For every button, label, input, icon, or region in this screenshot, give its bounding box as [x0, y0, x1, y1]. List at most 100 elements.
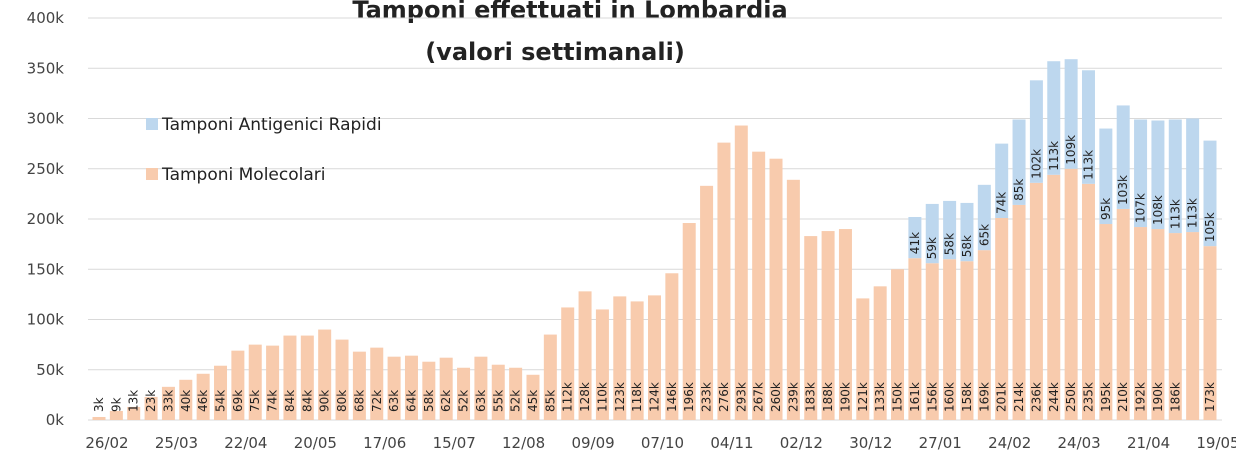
data-label: 210k [1116, 382, 1130, 412]
y-tick-label: 350k [27, 59, 65, 77]
bar-segment [943, 259, 957, 420]
data-label: 112k [561, 382, 575, 412]
bar-segment [266, 345, 280, 420]
x-tick-label: 19/05 [1196, 434, 1236, 452]
data-label: 95k [1099, 198, 1113, 220]
x-tick-label: 20/05 [294, 434, 337, 452]
bar-segment [821, 231, 835, 420]
bar-segment [318, 329, 332, 420]
bar-segment [109, 410, 123, 420]
data-label: 68k [352, 390, 366, 412]
x-tick-label: 09/09 [571, 434, 614, 452]
data-label: 235k [1081, 382, 1095, 412]
bar-segment [1203, 246, 1217, 420]
x-tick-label: 24/02 [988, 434, 1031, 452]
data-label: 80k [335, 390, 349, 412]
bar-segment [1134, 119, 1148, 228]
bar-segment [977, 184, 991, 251]
data-label: 276k [717, 382, 731, 412]
data-label: 41k [908, 232, 922, 254]
bar-segment [960, 261, 974, 420]
bar-segment [1203, 140, 1217, 247]
bar-segment [352, 351, 366, 420]
x-tick-label: 25/03 [155, 434, 198, 452]
bar-segment [404, 355, 418, 420]
data-label: 128k [578, 382, 592, 412]
data-label: 102k [1029, 149, 1043, 179]
x-tick-label: 02/12 [780, 434, 823, 452]
y-tick-label: 200k [27, 210, 65, 228]
data-label: 84k [300, 390, 314, 412]
bar-segment [1081, 70, 1095, 184]
data-label: 85k [543, 390, 557, 412]
bar-segment [1168, 233, 1182, 420]
bar-segment [682, 223, 696, 420]
data-label: 72k [370, 390, 384, 412]
data-label: 239k [786, 382, 800, 412]
x-tick-label: 07/10 [641, 434, 684, 452]
bar-segment [491, 364, 505, 420]
bar-segment [370, 347, 384, 420]
bar-segment [977, 250, 991, 420]
bar-segment [960, 202, 974, 262]
bar-segment [196, 373, 210, 420]
bar-segment [1116, 208, 1130, 420]
data-label: 108k [1151, 195, 1165, 225]
data-label: 84k [283, 390, 297, 412]
bar-segment [873, 286, 887, 420]
bar-segment [526, 374, 540, 420]
data-label: 293k [734, 382, 748, 412]
bar-segment [1099, 224, 1113, 420]
data-label: 190k [1151, 382, 1165, 412]
data-label: 121k [856, 382, 870, 412]
data-label: 63k [474, 390, 488, 412]
bar-segment [1029, 80, 1043, 183]
data-label: 192k [1134, 382, 1148, 412]
data-label: 118k [630, 382, 644, 412]
x-tick-label: 22/04 [224, 434, 267, 452]
bar-segment [422, 361, 436, 420]
data-label: 59k [925, 237, 939, 259]
x-tick-label: 24/03 [1058, 434, 1101, 452]
data-label: 58k [422, 390, 436, 412]
data-label: 74k [266, 390, 280, 412]
data-label: 133k [873, 382, 887, 412]
data-label: 54k [214, 390, 228, 412]
data-label: 33k [161, 390, 175, 412]
data-label: 158k [960, 382, 974, 412]
bar-segment [1186, 118, 1200, 233]
data-label: 74k [995, 192, 1009, 214]
bar-segment [925, 263, 939, 420]
y-tick-label: 400k [27, 9, 65, 27]
data-label: 201k [995, 382, 1009, 412]
data-label: 156k [925, 382, 939, 412]
bar-segment [925, 203, 939, 264]
bar-segment [1186, 232, 1200, 420]
data-label: 267k [752, 382, 766, 412]
y-tick-label: 50k [36, 361, 64, 379]
data-label: 113k [1168, 199, 1182, 229]
bar-segment [92, 416, 106, 420]
bar-segment [786, 179, 800, 420]
bar-segment [595, 309, 609, 420]
data-label: 236k [1029, 382, 1043, 412]
bar-segment [752, 151, 766, 421]
bar-segment [856, 298, 870, 420]
bar-segment [1029, 182, 1043, 420]
data-label: 58k [960, 235, 974, 257]
data-label: 62k [439, 390, 453, 412]
bar-segment [1134, 227, 1148, 420]
bar-segment [457, 367, 471, 420]
bar-segment [838, 229, 852, 420]
bar-segment [283, 335, 297, 420]
bar-segment [578, 291, 592, 420]
x-tick-label: 27/01 [919, 434, 962, 452]
bar-segment [1081, 183, 1095, 420]
data-label: 169k [977, 382, 991, 412]
x-tick-label: 26/02 [85, 434, 128, 452]
data-label: 46k [196, 390, 210, 412]
bar-segment [161, 386, 175, 420]
bar-segment [561, 307, 575, 420]
y-tick-label: 0k [46, 411, 65, 429]
data-label: 64k [404, 390, 418, 412]
